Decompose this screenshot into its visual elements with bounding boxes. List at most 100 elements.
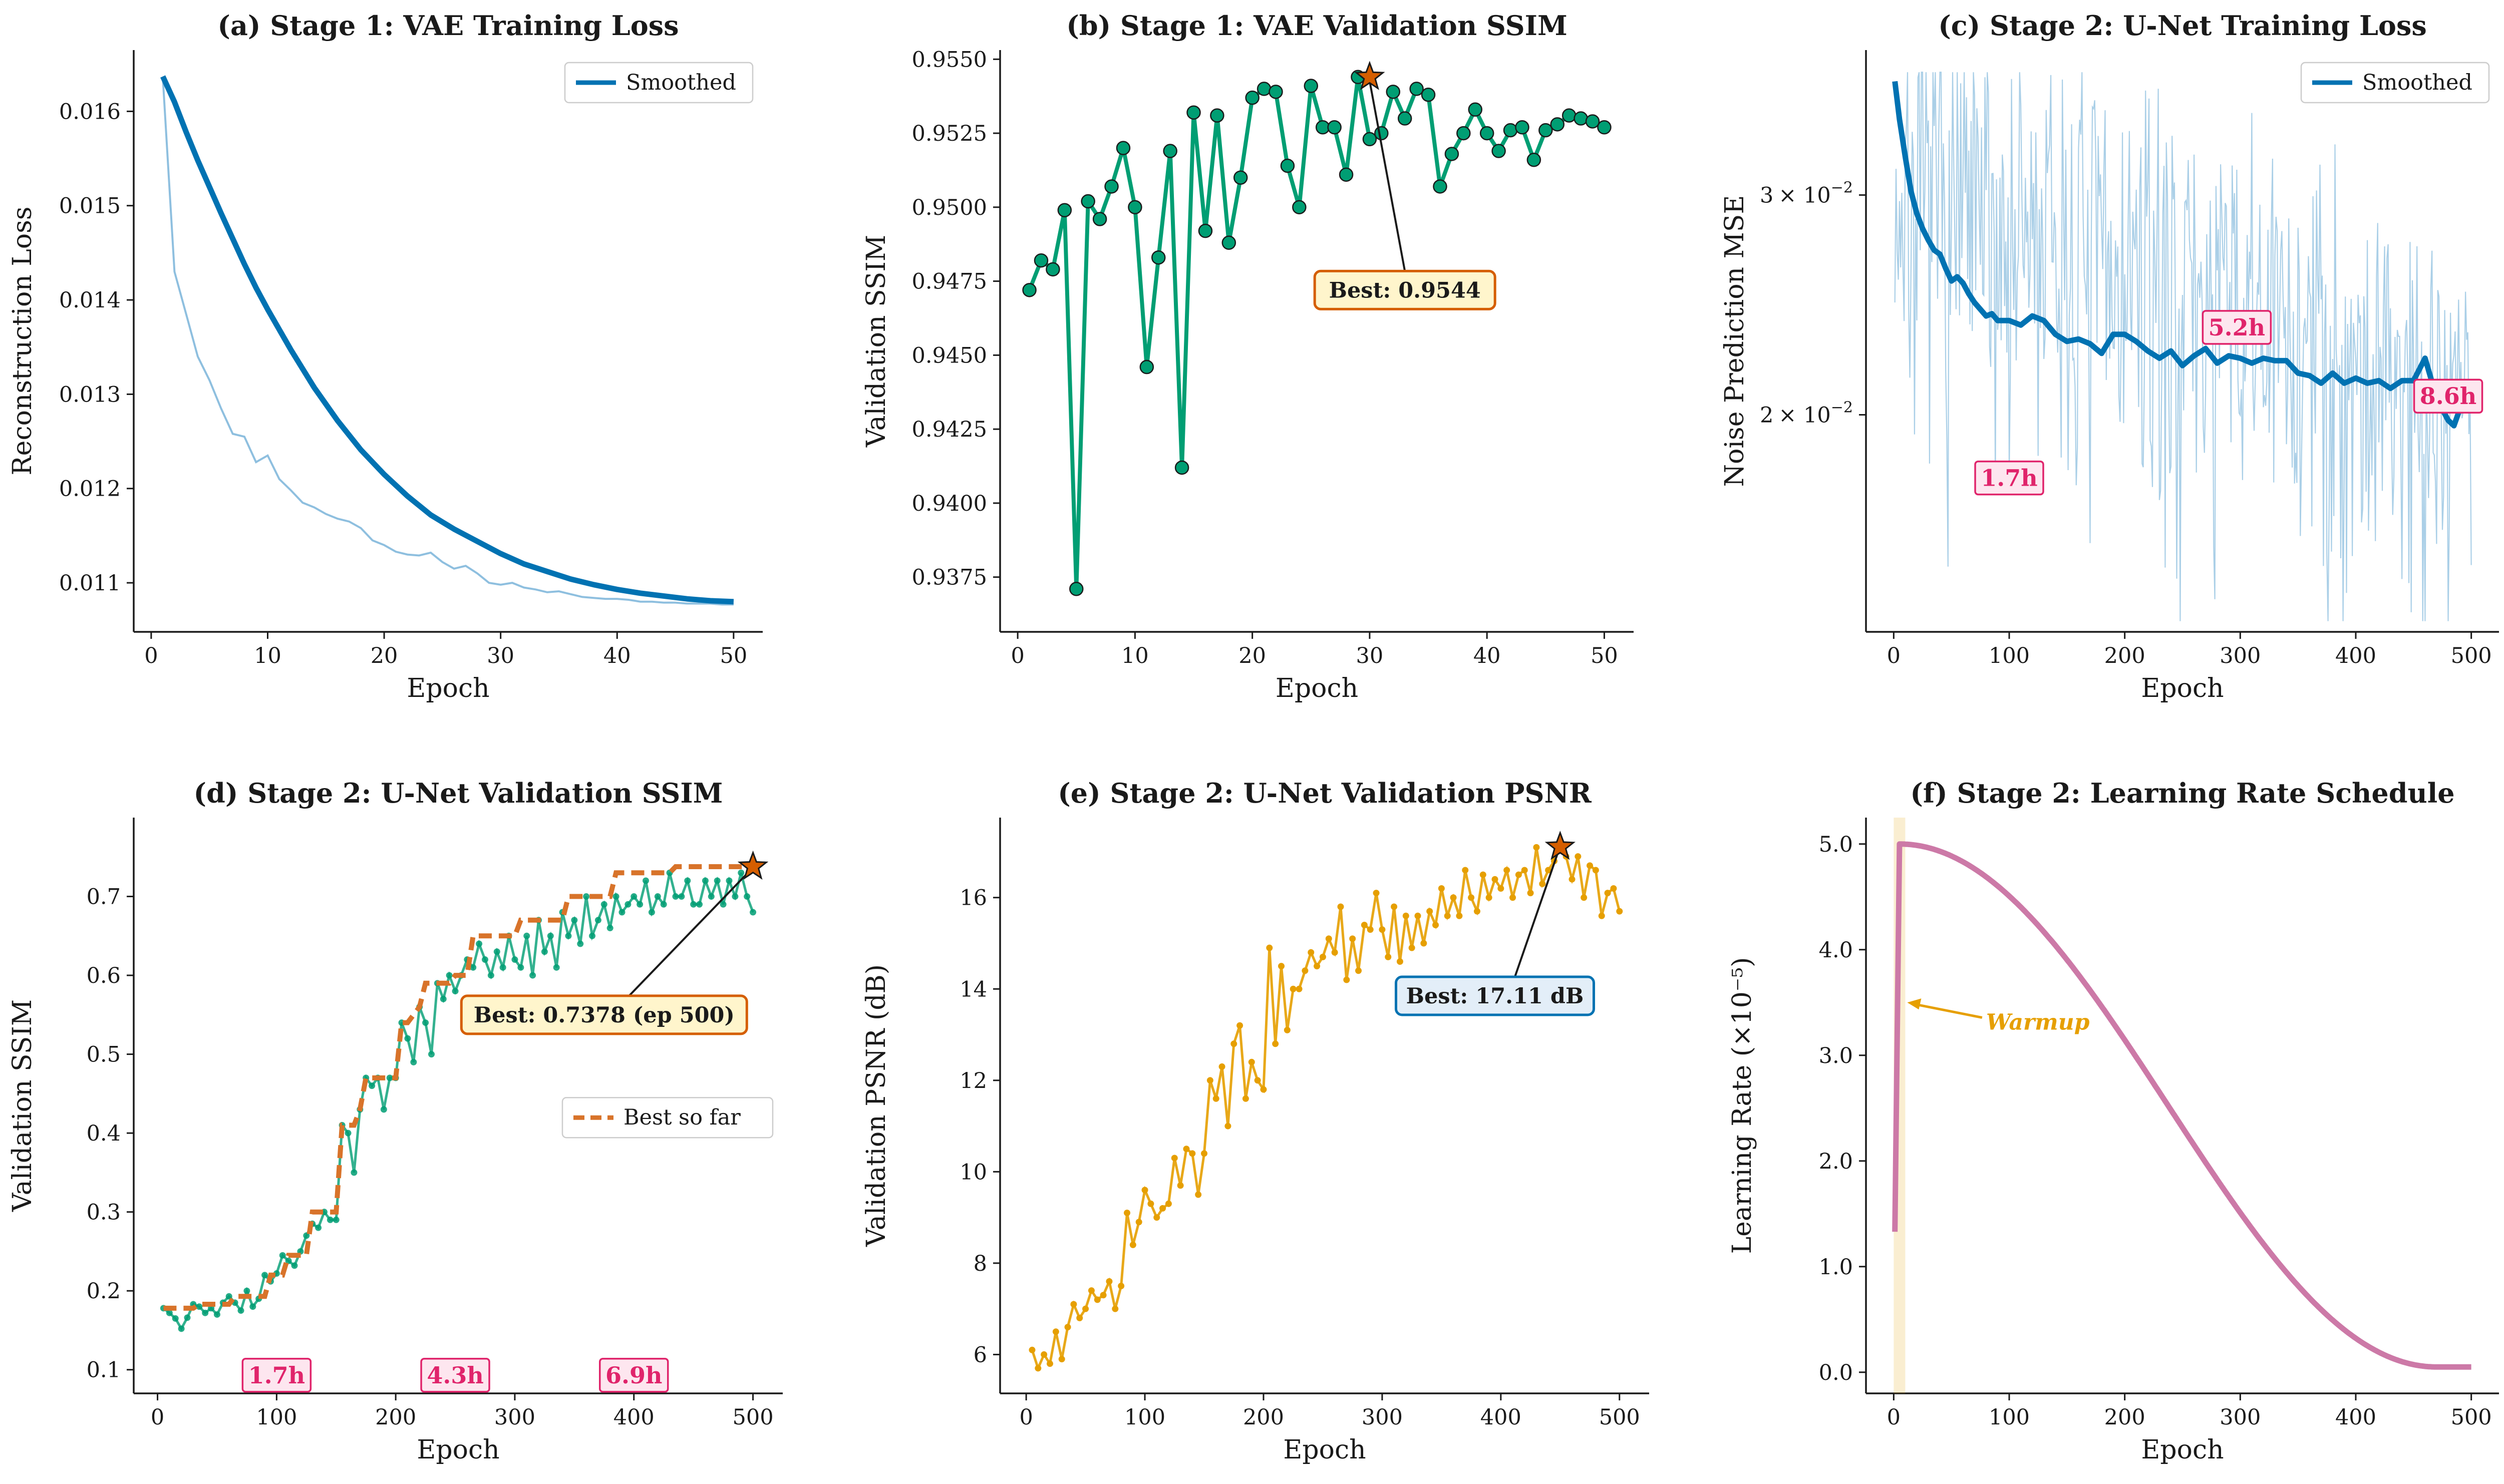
data-point (279, 1252, 286, 1259)
annotation-arrow (1514, 851, 1559, 977)
data-point (1569, 876, 1576, 883)
y-tick-label: 3 × 10−2 (1760, 179, 1853, 208)
data-point (1604, 890, 1611, 897)
x-tick-label: 10 (1121, 643, 1149, 668)
data-point (696, 901, 703, 908)
data-point (1029, 1346, 1036, 1353)
data-point (1129, 1241, 1136, 1248)
data-point (553, 964, 560, 971)
data-point (249, 1303, 256, 1310)
data-point (1319, 953, 1326, 960)
data-point (1198, 223, 1213, 238)
legend-label: Smoothed (2362, 70, 2472, 95)
data-point (1598, 912, 1605, 919)
data-point (1052, 1328, 1059, 1335)
chart-title: (a) Stage 1: VAE Training Loss (217, 10, 679, 42)
data-point (1450, 894, 1457, 901)
x-tick-label: 0 (1887, 1405, 1901, 1430)
data-point (750, 909, 757, 916)
data-point (1058, 1356, 1065, 1363)
x-tick-label: 0 (144, 643, 158, 668)
data-point (1171, 1155, 1178, 1162)
y-tick-label: 0.015 (59, 194, 121, 219)
panel-b: (b) Stage 1: VAE Validation SSIM 0 10 20 30 4… (861, 10, 1634, 703)
data-point (452, 988, 459, 995)
warmup-label: Warmup (1986, 1009, 2090, 1035)
data-point (1290, 985, 1297, 992)
series-raw-line (1894, 72, 2472, 621)
legend-box (564, 62, 754, 104)
data-point (327, 1216, 334, 1223)
data-point (726, 877, 733, 884)
data-point (1491, 144, 1506, 158)
y-tick-label: 0.0 (1819, 1360, 1853, 1385)
data-point (1112, 1305, 1119, 1312)
y-tick-label: 0.1 (87, 1358, 121, 1383)
x-tick-label: 300 (494, 1405, 535, 1430)
data-point (1527, 890, 1534, 897)
data-point (1147, 1200, 1154, 1207)
data-point (1177, 1182, 1184, 1189)
data-point (1201, 1150, 1208, 1157)
x-tick-label: 100 (256, 1405, 297, 1430)
y-tick-label: 4.0 (1819, 938, 1853, 963)
time-label-box (599, 1358, 669, 1393)
y-tick-label: 0.9375 (912, 565, 987, 590)
data-point (243, 1287, 250, 1294)
data-point (714, 877, 721, 884)
data-point (285, 1257, 292, 1264)
x-axis-label: Epoch (2141, 1435, 2224, 1465)
chart-title: (c) Stage 2: U-Net Training Loss (1938, 10, 2427, 42)
data-point (1426, 908, 1433, 915)
data-point (1296, 985, 1303, 992)
data-point (660, 901, 667, 908)
x-tick-label: 40 (1473, 643, 1501, 668)
data-point (1153, 1214, 1160, 1221)
data-point (1592, 867, 1599, 874)
x-axis-label: Epoch (2141, 673, 2224, 703)
data-point (1587, 862, 1594, 869)
data-point (708, 893, 715, 900)
data-point (1292, 200, 1307, 215)
best-star-marker (1354, 61, 1385, 90)
time-label-text: 8.6h (2420, 383, 2476, 410)
data-point (386, 1074, 393, 1081)
data-point (1503, 867, 1510, 874)
data-point (446, 972, 453, 979)
annotation-arrow (1368, 81, 1406, 271)
data-point (1420, 940, 1427, 947)
data-point (1314, 963, 1321, 970)
data-point (315, 1224, 322, 1231)
data-point (1408, 944, 1415, 951)
x-axis-label: Epoch (407, 673, 489, 703)
time-label-box (241, 1358, 312, 1393)
y-axis-label: Validation SSIM (861, 235, 891, 448)
data-point (1076, 1314, 1083, 1321)
annotation-arrow (628, 871, 750, 997)
y-tick-label: 0.9525 (912, 121, 987, 146)
data-point (1367, 926, 1374, 933)
x-tick-label: 50 (720, 643, 747, 668)
data-point (1104, 179, 1119, 194)
data-point (1284, 1026, 1291, 1033)
x-tick-label: 400 (2335, 643, 2376, 668)
data-point (1456, 126, 1471, 141)
data-point (1254, 1077, 1261, 1084)
data-point (1539, 880, 1546, 887)
y-tick-label: 0.013 (59, 382, 121, 407)
data-point (1308, 949, 1315, 956)
data-point (303, 1232, 310, 1239)
y-tick-label: 0.014 (59, 288, 121, 313)
time-label-text: 5.2h (2209, 314, 2265, 341)
data-point (1218, 1063, 1225, 1070)
data-point (571, 917, 578, 924)
data-point (1349, 935, 1356, 942)
data-point (1186, 105, 1201, 120)
data-point (1610, 885, 1617, 892)
data-point (517, 964, 524, 971)
data-point (1391, 903, 1398, 910)
data-point (1189, 1150, 1196, 1157)
x-tick-label: 400 (613, 1405, 655, 1430)
y-tick-label: 0.9500 (912, 195, 987, 220)
